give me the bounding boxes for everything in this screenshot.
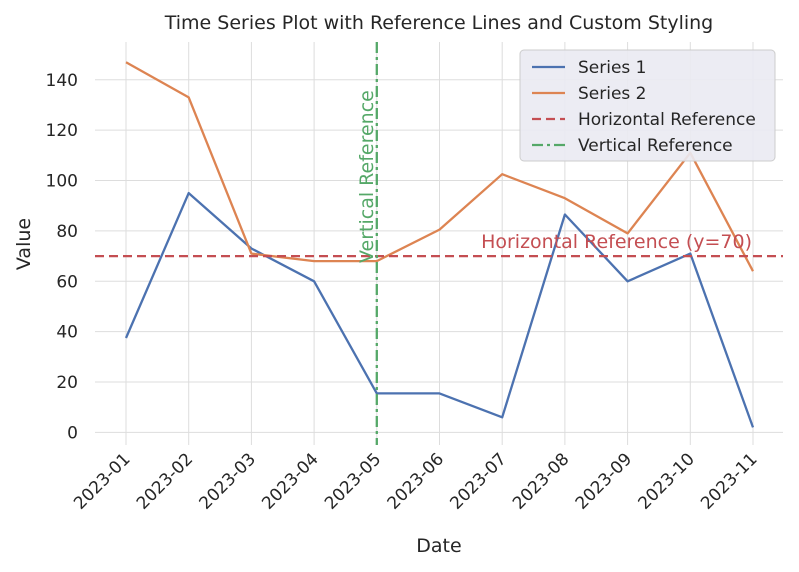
series-line bbox=[125, 61, 755, 272]
x-axis-title: Date bbox=[416, 535, 461, 557]
y-tick-label: 80 bbox=[56, 222, 78, 242]
y-tick-label: 0 bbox=[67, 423, 78, 443]
x-tick-label: 2023-03 bbox=[196, 449, 260, 513]
chart-title: Time Series Plot with Reference Lines an… bbox=[164, 12, 714, 34]
x-tick-label: 2023-05 bbox=[321, 449, 385, 513]
y-tick-label: 100 bbox=[46, 172, 78, 192]
horizontal-reference-label: Horizontal Reference (y=70) bbox=[481, 231, 752, 253]
x-tick-label: 2023-10 bbox=[634, 449, 698, 513]
x-tick-label: 2023-01 bbox=[70, 449, 134, 513]
y-tick-label: 20 bbox=[56, 373, 78, 393]
legend: Series 1 Series 2 Horizontal Reference Vert… bbox=[519, 49, 776, 162]
plot-lines bbox=[124, 61, 755, 428]
legend-label: Vertical Reference bbox=[578, 136, 733, 156]
y-tick-label: 40 bbox=[56, 323, 78, 343]
y-axis-title: Value bbox=[13, 218, 35, 270]
x-tick-label: 2023-11 bbox=[697, 449, 761, 513]
vertical-reference-label: Vertical Reference bbox=[356, 90, 378, 263]
legend-box bbox=[519, 49, 776, 162]
y-tick-label: 120 bbox=[46, 121, 78, 141]
x-tick-label: 2023-06 bbox=[384, 449, 448, 513]
reference-labels: Horizontal Reference (y=70) Vertical Refe… bbox=[356, 90, 752, 263]
y-tick-label: 60 bbox=[56, 272, 78, 292]
legend-label: Horizontal Reference bbox=[578, 110, 756, 130]
y-tick-label: 140 bbox=[46, 71, 78, 91]
x-tick-label: 2023-09 bbox=[572, 449, 636, 513]
x-tick-label: 2023-02 bbox=[133, 449, 197, 513]
x-tick-label: 2023-04 bbox=[258, 449, 322, 513]
reference-lines bbox=[95, 42, 783, 445]
x-tick-label: 2023-07 bbox=[446, 449, 510, 513]
legend-label: Series 1 bbox=[578, 58, 647, 78]
series-line bbox=[124, 191, 755, 428]
legend-label: Series 2 bbox=[578, 84, 647, 104]
x-tick-label: 2023-08 bbox=[509, 449, 573, 513]
